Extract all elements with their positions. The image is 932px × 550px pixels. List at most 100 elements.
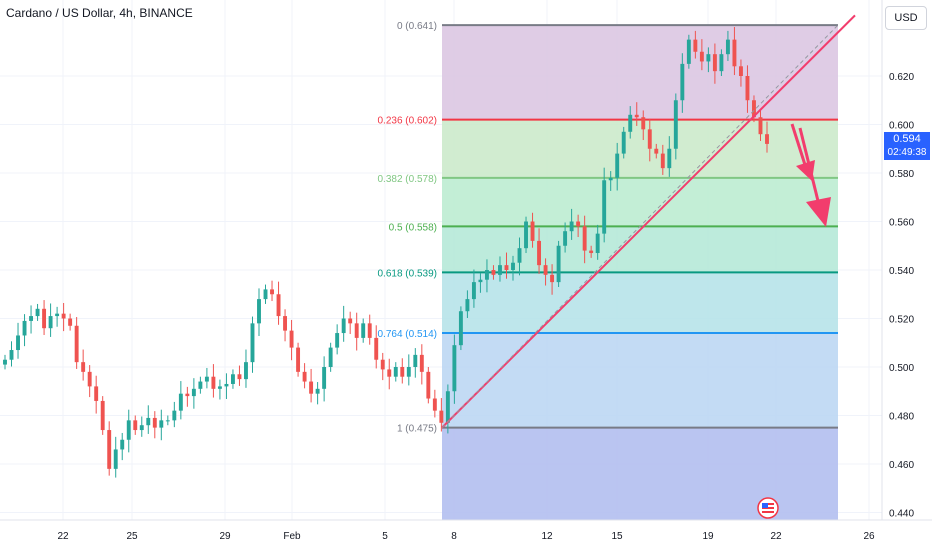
candle-body — [322, 367, 327, 389]
currency-badge[interactable]: USD — [885, 6, 927, 30]
x-tick-label: 5 — [382, 531, 388, 542]
fib-zone — [442, 333, 838, 428]
candle-body — [699, 51, 704, 62]
candle-body — [263, 289, 268, 300]
candle-body — [484, 270, 489, 280]
candle-body — [400, 367, 405, 377]
candle-body — [452, 345, 457, 392]
candle-body — [478, 279, 483, 283]
x-tick-label: 15 — [611, 531, 623, 542]
candle-body — [471, 282, 476, 300]
x-tick-label: 22 — [57, 531, 69, 542]
candle-body — [217, 386, 222, 389]
candle-body — [68, 318, 73, 326]
trendline[interactable] — [441, 14, 856, 429]
candle-body — [107, 430, 112, 469]
candle-body — [563, 231, 568, 246]
candle-body — [309, 381, 314, 394]
candle-body — [9, 350, 14, 360]
candle-body — [432, 398, 437, 411]
candle-body — [367, 323, 372, 338]
candle-body — [120, 439, 125, 450]
candle-body — [100, 400, 105, 431]
candle-body — [172, 410, 177, 421]
x-tick-label: 29 — [219, 531, 231, 542]
candle-body — [693, 39, 698, 52]
y-tick-label: 0.600 — [889, 121, 914, 132]
candle-body — [250, 323, 255, 363]
fib-zone — [442, 226, 838, 273]
y-tick-label: 0.580 — [889, 169, 914, 180]
candle-body — [296, 347, 301, 372]
candle-body — [152, 417, 157, 428]
us-flag-event-icon — [762, 511, 774, 513]
chart-title: Cardano / US Dollar, 4h, BINANCE — [6, 6, 193, 20]
projection-arrow-head — [806, 197, 831, 227]
candle-body — [582, 226, 587, 251]
fib-level-label: 0.618 (0.539) — [378, 268, 438, 279]
fib-level-label: 0.5 (0.558) — [389, 222, 437, 233]
x-tick-label: 12 — [541, 531, 553, 542]
candle-body — [380, 359, 385, 370]
candle-body — [113, 449, 118, 469]
candle-body — [439, 410, 444, 423]
candle-body — [374, 337, 379, 360]
candle-body — [517, 248, 522, 263]
x-tick-label: 26 — [863, 531, 875, 542]
candle-body — [608, 177, 613, 181]
candle-body — [615, 153, 620, 178]
candle-body — [302, 371, 307, 382]
candle-body — [524, 221, 528, 249]
y-tick-label: 0.520 — [889, 315, 914, 326]
candle-body — [328, 347, 333, 367]
candle-body — [48, 316, 53, 329]
fib-level-label: 1 (0.475) — [397, 424, 437, 435]
candle-body — [576, 221, 581, 227]
x-tick-label: 8 — [451, 531, 457, 542]
candle-body — [445, 391, 450, 423]
projection-arrow-shaft[interactable] — [790, 123, 808, 169]
candle-body — [413, 354, 418, 367]
candle-body — [315, 388, 320, 394]
candle-body — [765, 134, 769, 144]
x-tick-label: Feb — [283, 531, 301, 542]
candle-body — [224, 383, 229, 387]
candle-body — [498, 265, 502, 275]
candle-body — [550, 274, 555, 283]
candle-body — [647, 129, 652, 149]
fib-zone — [442, 119, 838, 178]
candle-body — [589, 250, 594, 254]
candle-body — [621, 131, 626, 154]
candle-body — [22, 320, 27, 336]
candle-body — [146, 417, 151, 426]
candle-body — [354, 323, 359, 338]
candle-body — [387, 369, 392, 377]
candle-body — [654, 148, 659, 154]
x-tick-label: 19 — [702, 531, 714, 542]
candle-body — [198, 381, 203, 389]
candle-body — [686, 39, 691, 64]
us-flag-event-icon — [762, 503, 768, 508]
candle-body — [191, 388, 196, 397]
candle-body — [426, 371, 431, 399]
candle-body — [673, 100, 678, 149]
candle-body — [667, 148, 672, 169]
candle-body — [680, 63, 685, 101]
candle-body — [204, 376, 209, 382]
x-tick-label: 25 — [126, 531, 138, 542]
candle-body — [230, 374, 235, 384]
candle-body — [706, 54, 711, 62]
candle-body — [283, 316, 288, 331]
candle-body — [348, 318, 353, 324]
fib-zone — [442, 25, 838, 120]
candle-body — [3, 359, 7, 365]
y-tick-label: 0.480 — [889, 412, 914, 423]
y-tick-label: 0.540 — [889, 266, 914, 277]
candle-body — [641, 117, 646, 130]
candle-body — [511, 262, 515, 270]
fib-level-label: 0.236 (0.602) — [378, 116, 438, 127]
candle-body — [289, 330, 294, 348]
candle-body — [725, 39, 730, 55]
projection-arrow-shaft[interactable] — [798, 127, 821, 206]
